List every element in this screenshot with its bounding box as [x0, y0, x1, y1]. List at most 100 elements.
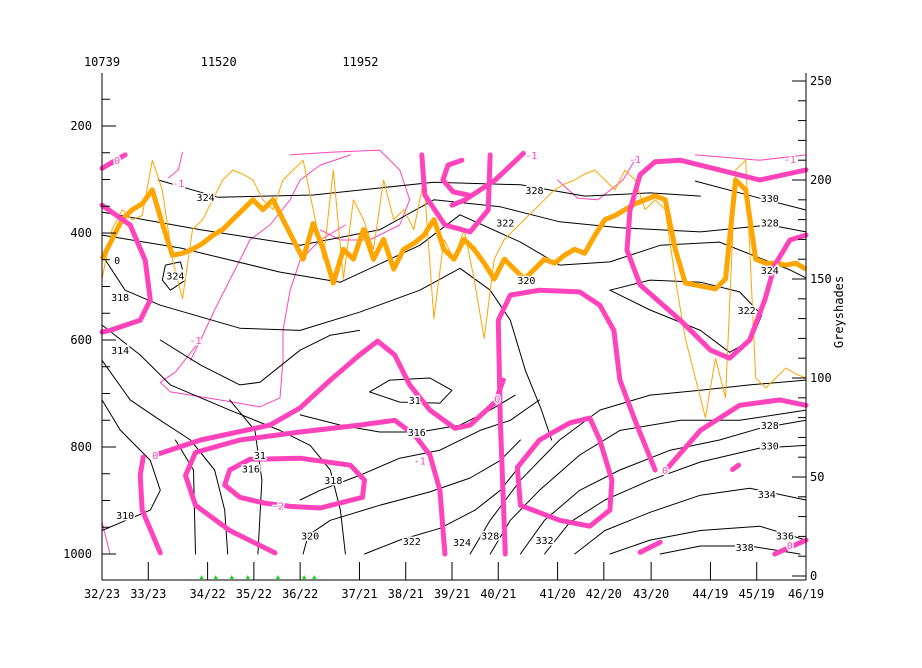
x-tick-label: 32/23 [84, 587, 120, 601]
pv-contour-label: -2 [272, 501, 284, 512]
theta-contour [101, 254, 553, 441]
pv-contour-label: -1 [629, 155, 641, 166]
right-tick-label: 50 [810, 470, 824, 484]
x-tick-label: 34/22 [190, 587, 226, 601]
x-tick-label: 38/21 [388, 587, 424, 601]
pv-contour-label: -1 [172, 179, 184, 190]
theta-contour-label: 330 [761, 441, 779, 452]
pv-thick-contour [514, 415, 615, 529]
right-tick-label: 200 [810, 173, 832, 187]
greyshade-thick-line [99, 177, 808, 292]
theta-contour [694, 180, 807, 211]
surface-marker [276, 575, 280, 579]
theta-contour [302, 439, 521, 555]
x-tick-label: 35/22 [236, 587, 272, 601]
left-tick-label: 400 [70, 226, 92, 240]
theta-contour-label: 316 [242, 464, 260, 475]
surface-marker [245, 575, 250, 579]
pv-thick-contour [624, 157, 809, 361]
pv-contour-label: 0 [114, 156, 120, 167]
pv-contour-label: -1 [190, 336, 202, 347]
theta-contour-label: 328 [525, 186, 543, 197]
theta-contour-label: 324 [197, 193, 215, 204]
surface-marker [199, 575, 204, 579]
theta-contour-label: 330 [761, 194, 779, 205]
pv-contour-label: -1 [414, 456, 426, 467]
pv-contour-label: 0 [662, 466, 668, 477]
pv-thick-contour [222, 455, 367, 511]
surface-marker [312, 575, 317, 579]
x-tick-label: 44/19 [692, 587, 728, 601]
theta-contour [299, 399, 540, 501]
theta-contour [659, 545, 801, 555]
pv-contour-label: 0 [152, 451, 158, 462]
theta-contour-label: 31 [254, 451, 266, 462]
axes: Greyshades 32/23 33/23 34/22 35/22 36/22 37/2… [63, 55, 846, 601]
pv-thick-contour [637, 539, 663, 555]
pv-thin-contour [694, 154, 807, 161]
theta-contour [101, 359, 229, 555]
theta-contour-label: 318 [324, 476, 342, 487]
theta-contour-label: 324 [166, 271, 184, 282]
pv-thin-contour [557, 154, 639, 201]
theta-contour-label: 322 [496, 218, 514, 229]
x-tick-label: 42/20 [586, 587, 622, 601]
theta-contour-label: 324 [453, 538, 471, 549]
theta-contour [574, 487, 807, 555]
pv-thin-contour [167, 151, 183, 179]
theta-contour-label: 322 [738, 306, 756, 317]
theta-contour-label: 320 [301, 531, 319, 542]
right-tick-label: 250 [810, 74, 832, 88]
surface-marker [302, 575, 307, 579]
theta-contour-label: 328 [761, 421, 779, 432]
pv-contour-label: -1 [784, 155, 796, 166]
theta-contour-label: 322 [403, 537, 421, 548]
theta-contour [609, 525, 807, 555]
theta-contour [101, 324, 346, 555]
theta-contour [369, 377, 453, 404]
pv-thick-contours [99, 150, 809, 557]
x-tick-label: 37/21 [341, 587, 377, 601]
greyshade-thick-series [99, 177, 808, 292]
theta-contour-label: 31 [409, 396, 421, 407]
pv-thin-contour [289, 149, 411, 241]
left-tick-label: 800 [70, 440, 92, 454]
pv-thick-contour [99, 152, 128, 171]
theta-contour-label: 320 [517, 276, 535, 287]
top-tick-label: 11952 [342, 55, 378, 69]
theta-contour-label: 336 [776, 531, 794, 542]
theta-contour-label: 332 [535, 536, 553, 547]
x-tick-label: 40/21 [480, 587, 516, 601]
theta-contour-label: 316 [408, 428, 426, 439]
pv-contour-label: -1 [525, 151, 537, 162]
pv-thick-contour [495, 287, 658, 557]
pv-thin-contour [159, 224, 346, 408]
pv-contour-label: 0 [494, 394, 500, 405]
right-tick-label: 150 [810, 272, 832, 286]
theta-contour [469, 379, 807, 555]
x-tick-label: 36/22 [282, 587, 318, 601]
theta-contour-label: 338 [736, 543, 754, 554]
pv-thick-contour [137, 454, 163, 556]
theta-contour [229, 399, 263, 555]
right-tick-label: 0 [810, 569, 817, 583]
theta-contour [174, 439, 196, 555]
x-tick-label: 46/19 [788, 587, 824, 601]
theta-contour-label: 328 [761, 218, 779, 229]
pv-thick-contour [665, 397, 809, 470]
pv-thick-contour [772, 537, 809, 557]
theta-contour [101, 199, 807, 246]
pv-thick-contour [152, 338, 506, 458]
pv-contour-label: 0 [787, 541, 793, 552]
pv-thick-contour [419, 152, 493, 235]
left-tick-label: 1000 [63, 547, 92, 561]
x-tick-label: 33/23 [130, 587, 166, 601]
surface-marker [213, 575, 218, 579]
theta-contour-label: 0 [114, 256, 120, 267]
pv-thick-contour [99, 202, 153, 335]
pv-thick-contour [449, 150, 526, 208]
theta-contour-label: 334 [758, 490, 776, 501]
pv-thick-contour [183, 417, 448, 557]
x-tick-label: 41/20 [540, 587, 576, 601]
